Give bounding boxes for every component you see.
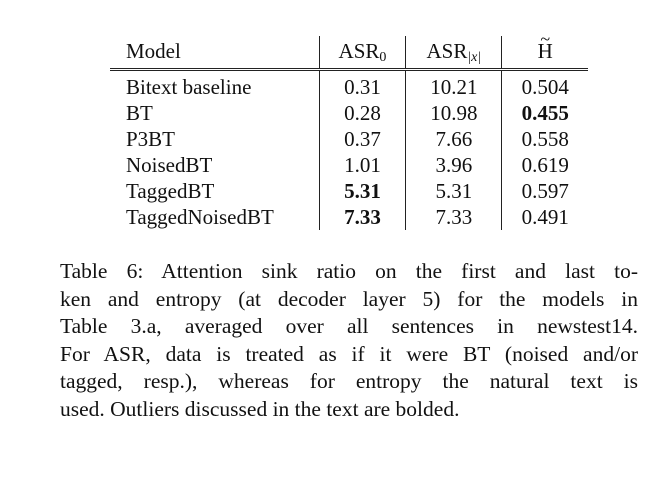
cell-model: TaggedBT (110, 178, 320, 204)
cell-entropy: 0.558 (521, 127, 569, 151)
table-row: NoisedBT 1.01 3.96 0.619 (110, 152, 588, 178)
table-row: Bitext baseline 0.31 10.21 0.504 (110, 69, 588, 100)
cell-entropy: 0.455 (521, 101, 569, 125)
cell-model: NoisedBT (110, 152, 320, 178)
cell-asr0: 0.31 (319, 69, 407, 100)
caption-line: ken and entropy (at decoder layer 5) for… (60, 286, 638, 311)
table-row: TaggedNoisedBT 7.33 7.33 0.491 (110, 204, 588, 230)
cell-asrx: 7.33 (405, 204, 503, 230)
cell-model: BT (110, 100, 320, 126)
cell-entropy: 0.491 (521, 205, 569, 229)
table-row: TaggedBT 5.31 5.31 0.597 (110, 178, 588, 204)
cell-entropy: 0.597 (521, 179, 569, 203)
cell-asr0: 1.01 (319, 152, 407, 178)
header-model: Model (110, 36, 320, 71)
caption-line: Table 6: Attention sink ratio on the fir… (60, 259, 638, 283)
cell-model: P3BT (110, 126, 320, 152)
cell-entropy: 0.619 (521, 153, 569, 177)
cell-asrx: 5.31 (405, 178, 503, 204)
cell-model: Bitext baseline (110, 69, 320, 100)
caption-line: tagged, resp.), whereas for entropy the … (60, 369, 638, 393)
results-table-container: Model ASR0 ASR|x| ~ H Bitext baseline 0.31… (110, 29, 588, 230)
cell-asrx: 7.66 (405, 126, 503, 152)
header-asrx: ASR|x| (405, 36, 503, 71)
cell-asrx: 10.21 (405, 69, 503, 100)
cell-asrx: 10.98 (405, 100, 503, 126)
header-asr0: ASR0 (319, 36, 407, 71)
cell-asr0: 5.31 (319, 178, 407, 204)
table-row: P3BT 0.37 7.66 0.558 (110, 126, 588, 152)
results-table: Model ASR0 ASR|x| ~ H Bitext baseline 0.31… (110, 29, 588, 230)
table-caption: Table 6: Attention sink ratio on the fir… (60, 258, 638, 423)
header-entropy: ~ H (501, 29, 588, 71)
cell-asr0: 7.33 (319, 204, 407, 230)
cell-model: TaggedNoisedBT (110, 204, 320, 230)
caption-line: For ASR, data is treated as if it were B… (60, 341, 638, 366)
cell-entropy: 0.504 (521, 75, 569, 99)
caption-line: Table 3.a, averaged over all sentences i… (60, 314, 638, 338)
table-row: BT 0.28 10.98 0.455 (110, 100, 588, 126)
cell-asr0: 0.37 (319, 126, 407, 152)
cell-asrx: 3.96 (405, 152, 503, 178)
table-body: Bitext baseline 0.31 10.21 0.504 BT 0.28 10.98… (110, 69, 588, 230)
table-header-row: Model ASR0 ASR|x| ~ H (110, 29, 588, 71)
caption-line: used. Outliers discussed in the text are… (60, 396, 460, 421)
cell-asr0: 0.28 (319, 100, 407, 126)
